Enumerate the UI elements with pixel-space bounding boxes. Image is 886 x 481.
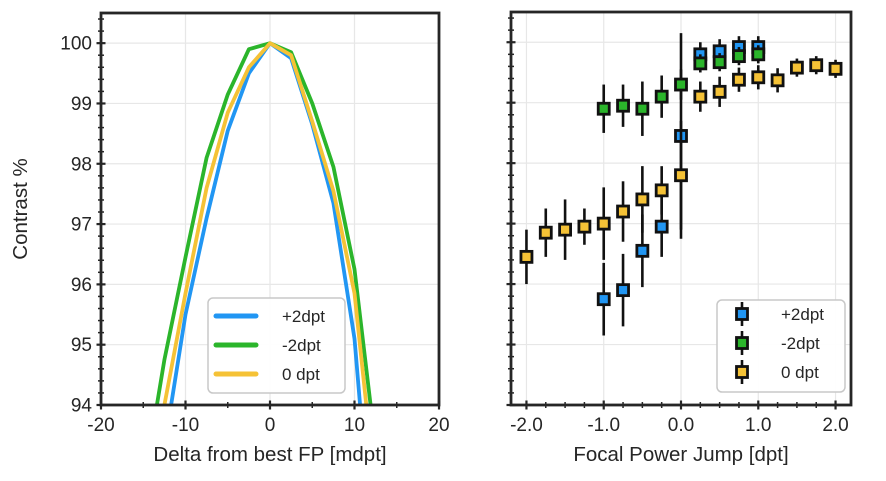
x-tick-label: 1.0	[745, 415, 771, 436]
legend-marker-sample	[735, 365, 749, 379]
legend: +2dpt -2dpt 0 dpt	[207, 297, 346, 394]
x-tick-label: -1.0	[587, 415, 620, 436]
y-tick-label: 97	[71, 215, 92, 236]
right-x-axis-label: Focal Power Jump [dpt]	[573, 443, 788, 466]
legend-entry-+2dpt: +2dpt	[213, 307, 325, 326]
ticks: -20 -10 0 10 20 94 95 96 97 98 99 100	[60, 18, 450, 436]
legend-entry-0dpt: 0 dpt	[213, 365, 320, 384]
right-plot: -2.0 -1.0 0.0 1.0 2.0 +2dpt -2dpt 0 dpt Focal P…	[506, 10, 853, 466]
y-tick-label: 95	[71, 335, 92, 356]
legend-entry-+2dpt: +2dpt	[735, 302, 824, 326]
ticks: -2.0 -1.0 0.0 1.0 2.0	[506, 17, 849, 436]
legend-label: -2dpt	[781, 334, 820, 353]
left-plot: -20 -10 0 10 20 94 95 96 97 98 99 100 +2dpt -2dpt 0 dp…	[9, 11, 450, 466]
legend-label: +2dpt	[282, 307, 325, 326]
x-tick-label: 0.0	[668, 415, 694, 436]
y-tick-label: 99	[71, 94, 92, 115]
series-0dpt	[162, 41, 369, 405]
legend-label: 0 dpt	[282, 365, 320, 384]
legend: +2dpt -2dpt 0 dpt	[716, 299, 846, 393]
legend-entry--2dpt: -2dpt	[735, 331, 820, 355]
series-0dpt	[519, 56, 843, 285]
x-tick-label: 10	[344, 415, 365, 436]
series--2dpt	[596, 45, 766, 136]
legend-marker-sample	[735, 336, 749, 350]
series--2dpt	[154, 41, 373, 405]
x-tick-label: 0	[265, 415, 276, 436]
left-y-axis-label: Contrast %	[9, 158, 32, 259]
x-tick-label: -10	[172, 415, 199, 436]
y-tick-label: 96	[71, 275, 92, 296]
y-tick-label: 94	[71, 396, 93, 417]
legend-label: +2dpt	[781, 305, 824, 324]
plot-area: -2.0 -1.0 0.0 1.0 2.0 +2dpt -2dpt 0 dpt	[506, 10, 853, 436]
y-tick-label: 98	[71, 154, 92, 175]
plot-area: -20 -10 0 10 20 94 95 96 97 98 99 100 +2dpt -2dpt 0 dp…	[60, 11, 450, 436]
y-tick-label: 100	[60, 34, 92, 55]
x-tick-label: -2.0	[510, 415, 543, 436]
left-x-axis-label: Delta from best FP [mdpt]	[153, 443, 386, 466]
legend-entry--2dpt: -2dpt	[213, 336, 321, 355]
legend-entry-0dpt: 0 dpt	[735, 360, 819, 384]
x-tick-label: -20	[87, 415, 114, 436]
legend-label: -2dpt	[282, 336, 321, 355]
x-tick-label: 2.0	[822, 415, 848, 436]
legend-marker-sample	[735, 307, 749, 321]
legend-label: 0 dpt	[781, 363, 819, 382]
x-tick-label: 20	[428, 415, 449, 436]
